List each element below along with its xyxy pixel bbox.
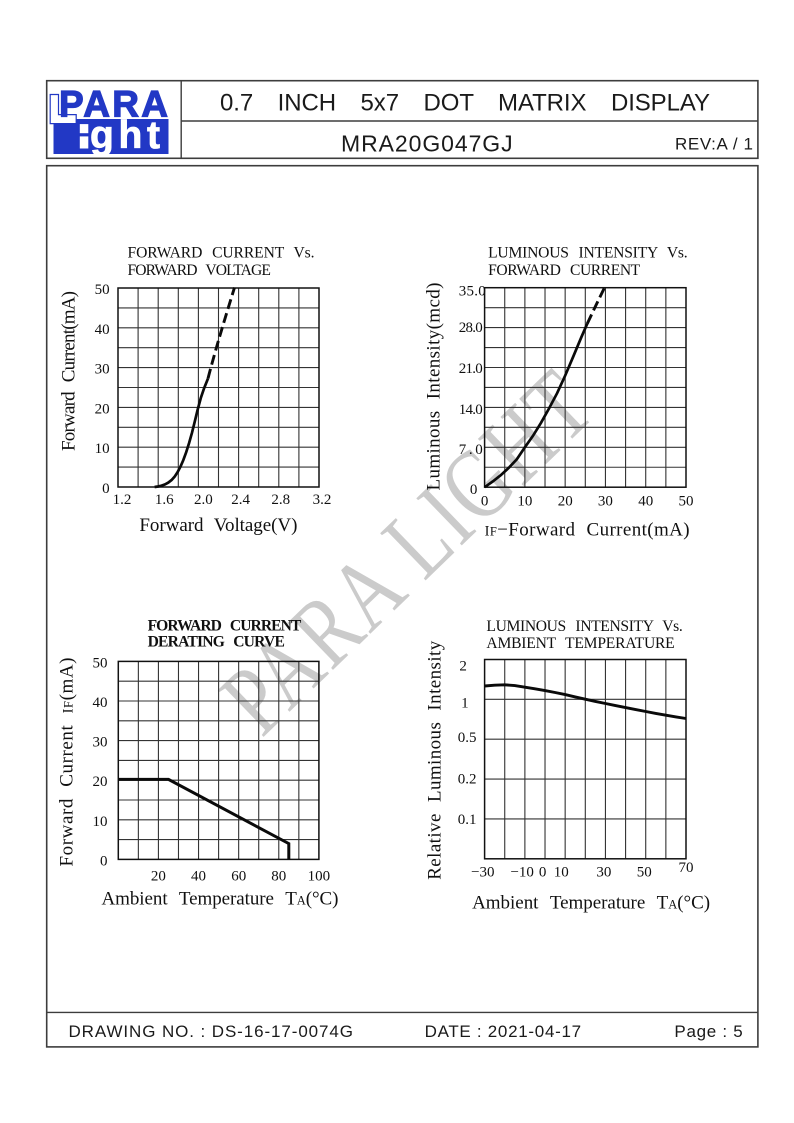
- svg-text:Ambient Temperature TA(°C): Ambient Temperature TA(°C): [472, 892, 710, 913]
- svg-text:0.2: 0.2: [458, 772, 477, 788]
- svg-text:7.0: 7.0: [459, 442, 483, 458]
- svg-text:0.1: 0.1: [458, 812, 477, 828]
- svg-text:AMBIENT TEMPERATURE: AMBIENT TEMPERATURE: [486, 635, 674, 652]
- svg-text:IF−Forward Current(mA): IF−Forward Current(mA): [485, 519, 690, 540]
- svg-text:DERATING CURVE: DERATING CURVE: [148, 634, 285, 651]
- svg-text:Page : 5: Page : 5: [674, 1022, 742, 1041]
- svg-text:0: 0: [102, 481, 110, 497]
- svg-text:2: 2: [459, 658, 467, 674]
- svg-text:0: 0: [539, 865, 547, 881]
- svg-text:35.0: 35.0: [459, 284, 486, 300]
- svg-text:50: 50: [95, 282, 110, 298]
- svg-text:DRAWING NO. : DS-16-17-0074G: DRAWING NO. : DS-16-17-0074G: [69, 1022, 354, 1041]
- svg-text:14.0: 14.0: [459, 402, 483, 418]
- svg-text:0: 0: [470, 482, 478, 498]
- svg-text:DATE : 2021-04-17: DATE : 2021-04-17: [425, 1022, 581, 1041]
- svg-text:10: 10: [554, 865, 569, 881]
- svg-text:2.4: 2.4: [231, 492, 250, 508]
- svg-text:2.8: 2.8: [271, 492, 290, 508]
- svg-text:0.7 INCH 5x7 DOT MATRIX DISPLA: 0.7 INCH 5x7 DOT MATRIX DISPLAY: [220, 90, 710, 117]
- svg-text:3.2: 3.2: [313, 492, 332, 508]
- svg-text:Ambient Temperature TA(°C): Ambient Temperature TA(°C): [102, 888, 339, 909]
- svg-text:80: 80: [271, 869, 286, 885]
- svg-text:2.0: 2.0: [194, 492, 213, 508]
- svg-text:1.6: 1.6: [155, 492, 174, 508]
- svg-text:20: 20: [558, 494, 573, 510]
- svg-text:1.2: 1.2: [113, 492, 132, 508]
- svg-text:40: 40: [191, 869, 206, 885]
- svg-text:Luminous Intensity(mcd): Luminous Intensity(mcd): [424, 283, 445, 491]
- svg-text:LUMINOUS INTENSITY Vs.: LUMINOUS INTENSITY Vs.: [488, 244, 688, 261]
- svg-text:21.0: 21.0: [459, 361, 483, 377]
- svg-text:30: 30: [596, 865, 611, 881]
- svg-text:FORWARD CURRENT Vs.: FORWARD CURRENT Vs.: [128, 245, 315, 262]
- svg-text:40: 40: [95, 322, 110, 338]
- svg-text:30: 30: [93, 735, 108, 751]
- svg-text:PARA: PARA: [59, 83, 168, 124]
- svg-text:Forward Voltage(V): Forward Voltage(V): [139, 515, 297, 536]
- svg-text:100: 100: [308, 869, 331, 885]
- svg-text:10: 10: [93, 814, 108, 830]
- svg-text:20: 20: [95, 401, 110, 417]
- svg-text:40: 40: [638, 494, 653, 510]
- svg-text:PARA LIGHT: PARA LIGHT: [200, 349, 614, 755]
- svg-text:ght: ght: [90, 114, 160, 157]
- svg-text:30: 30: [95, 362, 110, 378]
- svg-text:FORWARD CURRENT: FORWARD CURRENT: [488, 262, 641, 279]
- svg-text:1: 1: [461, 696, 469, 712]
- svg-text:60: 60: [231, 869, 246, 885]
- svg-text:20: 20: [93, 774, 108, 790]
- svg-text:REV:A / 1: REV:A / 1: [675, 134, 753, 153]
- svg-text:FORWARD VOLTAGE: FORWARD VOLTAGE: [128, 262, 271, 279]
- svg-text:FORWARD CURRENT: FORWARD CURRENT: [148, 618, 302, 635]
- svg-text:LUMINOUS INTENSITY Vs.: LUMINOUS INTENSITY Vs.: [486, 618, 682, 635]
- svg-text:0: 0: [100, 853, 108, 869]
- svg-text:28.0: 28.0: [459, 320, 483, 336]
- svg-text:0.5: 0.5: [458, 730, 477, 746]
- svg-text:MRA20G047GJ: MRA20G047GJ: [341, 131, 513, 157]
- svg-text:Forward Current(mA): Forward Current(mA): [58, 291, 79, 451]
- svg-text:10: 10: [95, 441, 110, 457]
- svg-text:20: 20: [151, 869, 166, 885]
- svg-text:50: 50: [93, 655, 108, 671]
- svg-text:50: 50: [679, 494, 694, 510]
- svg-text:40: 40: [93, 695, 108, 711]
- svg-text:10: 10: [517, 494, 532, 510]
- svg-text:0: 0: [481, 494, 489, 510]
- svg-text:−10: −10: [510, 865, 533, 881]
- svg-text:Forward Current IF(mA): Forward Current IF(mA): [57, 658, 78, 867]
- svg-text:Relative Luminous Intensity: Relative Luminous Intensity: [425, 640, 446, 880]
- svg-text:50: 50: [637, 865, 652, 881]
- svg-text:30: 30: [598, 494, 613, 510]
- svg-text:70: 70: [679, 860, 694, 876]
- svg-text:−30: −30: [471, 865, 494, 881]
